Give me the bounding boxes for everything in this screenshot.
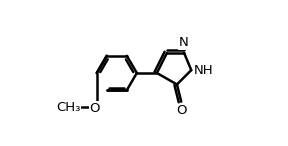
Text: CH₃: CH₃: [56, 101, 80, 114]
Text: O: O: [89, 102, 100, 115]
Text: NH: NH: [194, 64, 213, 77]
Text: N: N: [179, 36, 188, 49]
Text: O: O: [176, 104, 187, 117]
